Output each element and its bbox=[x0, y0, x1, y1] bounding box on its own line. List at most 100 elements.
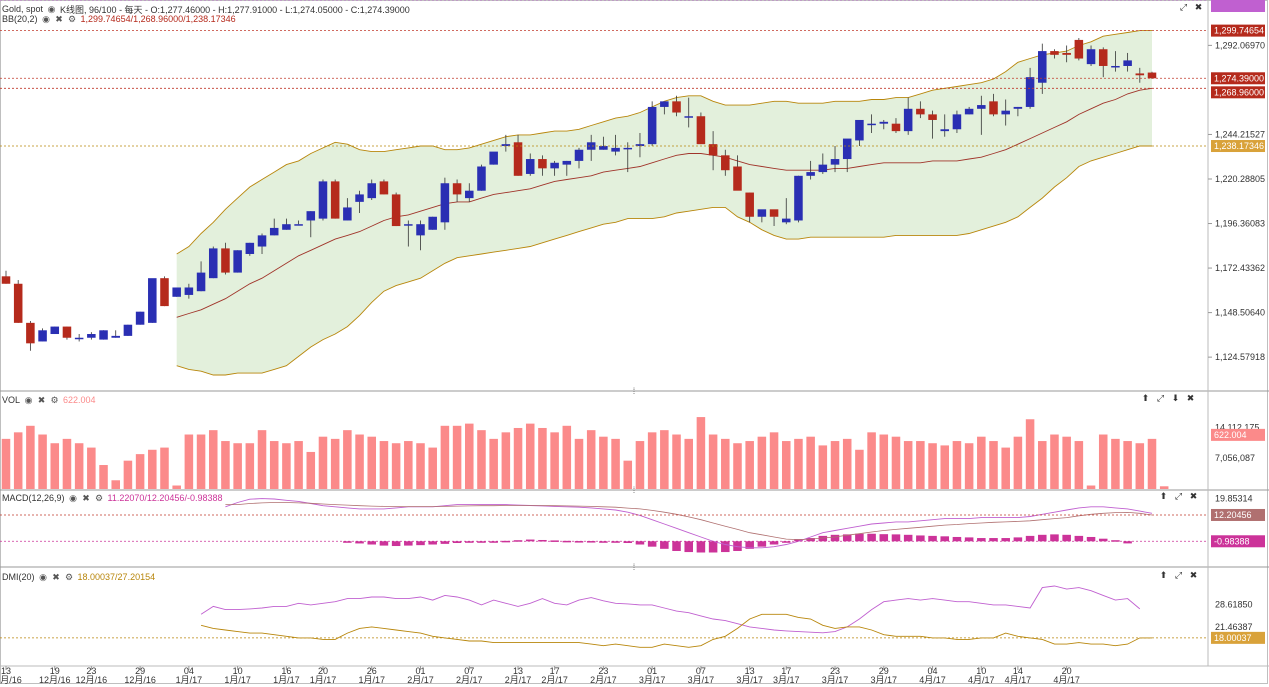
close-icon[interactable]: ✖ bbox=[52, 571, 60, 582]
candle-body bbox=[562, 160, 572, 165]
macd-histogram-bar bbox=[1050, 534, 1059, 542]
candle-body bbox=[343, 207, 352, 221]
down-arrow-icon[interactable]: ⬇ bbox=[1171, 393, 1180, 403]
volume-bar bbox=[50, 443, 60, 489]
bb-upper-value-label: 1,299.74654 bbox=[1214, 26, 1264, 36]
volume-bar bbox=[672, 434, 681, 489]
up-arrow-icon[interactable]: ⬆ bbox=[1159, 491, 1168, 501]
eye-icon[interactable]: ◉ bbox=[42, 13, 50, 24]
macd-histogram-bar bbox=[916, 535, 925, 542]
time-tick-month: 2月/17 bbox=[541, 675, 568, 685]
macd-signal-line bbox=[225, 502, 1153, 541]
expand-icon[interactable]: ⤢ bbox=[1174, 491, 1183, 501]
macd-histogram-bar bbox=[525, 539, 535, 542]
candle-body bbox=[611, 147, 620, 152]
up-arrow-icon[interactable]: ⬆ bbox=[1141, 393, 1150, 403]
volume-bar bbox=[952, 441, 962, 489]
dmi-minus-value-label-bg bbox=[1211, 631, 1265, 644]
volume-bar bbox=[99, 465, 108, 489]
volume-bar bbox=[550, 432, 559, 489]
candle-body bbox=[294, 224, 303, 226]
volume-bar bbox=[940, 445, 950, 489]
volume-bar bbox=[721, 438, 730, 489]
eye-icon[interactable]: ◉ bbox=[24, 394, 33, 405]
gear-icon[interactable]: ⚙ bbox=[67, 13, 77, 24]
macd-histogram-bar bbox=[477, 541, 486, 543]
gear-icon[interactable]: ⚙ bbox=[50, 394, 59, 405]
close-icon[interactable]: ✖ bbox=[1189, 491, 1198, 501]
macd-name: MACD(12,26,9) bbox=[2, 493, 65, 503]
time-tick-day: 16 bbox=[281, 666, 291, 676]
macd-histogram-bar bbox=[818, 535, 828, 542]
candle-body bbox=[257, 235, 267, 247]
candle-body bbox=[550, 162, 559, 169]
time-tick-month: 12月/16 bbox=[39, 675, 71, 685]
time-tick-month: 2月/17 bbox=[505, 675, 532, 685]
volume-bar bbox=[830, 441, 840, 489]
volume-bar bbox=[903, 441, 913, 489]
volume-bar bbox=[257, 430, 267, 489]
close-icon[interactable]: ✖ bbox=[1189, 570, 1198, 580]
candle-body bbox=[379, 181, 389, 195]
candle-body bbox=[1038, 51, 1047, 83]
volume-bar bbox=[1111, 438, 1120, 489]
macd-histogram-bar bbox=[672, 541, 681, 551]
macd-histogram-bar bbox=[940, 536, 950, 542]
candle-body bbox=[1111, 65, 1120, 68]
candle-body bbox=[708, 144, 718, 156]
time-tick-month: 3月/17 bbox=[688, 675, 715, 685]
candle-body bbox=[599, 146, 608, 150]
close-icon[interactable]: ✖ bbox=[1194, 2, 1203, 12]
gear-icon[interactable]: ⚙ bbox=[64, 571, 74, 582]
macd-tick-label: 19.85314 bbox=[1215, 493, 1253, 503]
eye-icon[interactable]: ◉ bbox=[39, 571, 47, 582]
dmi-panel-header: DMI(20) ◉ ✖ ⚙ 18.00037/27.20154 bbox=[2, 571, 155, 583]
time-tick-month: 3月/17 bbox=[871, 675, 898, 685]
expand-icon[interactable]: ⤢ bbox=[1179, 2, 1188, 12]
up-arrow-icon[interactable]: ⬆ bbox=[1159, 570, 1168, 580]
candle-body bbox=[867, 123, 876, 126]
macd-histogram-bar bbox=[379, 541, 389, 546]
bb-header: BB(20,2) ◉ ✖ ⚙ 1,299.74654/1,268.96000/1… bbox=[2, 13, 236, 25]
macd-histogram-bar bbox=[891, 534, 901, 542]
time-tick-day: 14 bbox=[1013, 666, 1023, 676]
close-icon[interactable]: ✖ bbox=[37, 394, 46, 405]
candle-body bbox=[903, 108, 913, 132]
macd-histogram-bar bbox=[696, 541, 706, 553]
candle-body bbox=[964, 108, 974, 115]
candle-body bbox=[1025, 77, 1035, 107]
time-tick-month: 3月/17 bbox=[639, 675, 666, 685]
expand-icon[interactable]: ⤢ bbox=[1174, 570, 1183, 580]
macd-histogram-bar bbox=[1086, 536, 1096, 542]
time-tick-day: 10 bbox=[976, 666, 986, 676]
close-icon[interactable]: ✖ bbox=[55, 13, 63, 24]
volume-bar bbox=[13, 432, 23, 489]
macd-histogram-bar bbox=[391, 541, 401, 547]
close-icon[interactable]: ✖ bbox=[1186, 393, 1195, 403]
volume-bar bbox=[928, 443, 937, 489]
expand-icon[interactable]: ⤢ bbox=[1156, 393, 1165, 403]
candle-body bbox=[513, 142, 523, 176]
macd-histogram-bar bbox=[1038, 534, 1047, 542]
volume-bar bbox=[708, 434, 718, 489]
time-tick-month: 3月/17 bbox=[822, 675, 849, 685]
candle-body bbox=[660, 101, 669, 107]
time-tick-day: 13 bbox=[1, 666, 11, 676]
gear-icon[interactable]: ⚙ bbox=[94, 492, 104, 503]
time-tick-day: 26 bbox=[367, 666, 377, 676]
eye-icon[interactable]: ◉ bbox=[69, 492, 77, 503]
candle-body bbox=[135, 311, 145, 325]
time-tick-month: 3月/17 bbox=[736, 675, 763, 685]
macd-histogram-bar bbox=[1111, 540, 1120, 542]
eye-icon[interactable]: ◉ bbox=[47, 3, 56, 14]
bb-middle-line bbox=[176, 87, 1153, 318]
candle-body bbox=[416, 224, 425, 236]
macd-histogram-bar bbox=[721, 541, 730, 553]
candle-body bbox=[465, 190, 474, 199]
time-tick-day: 23 bbox=[598, 666, 608, 676]
close-icon[interactable]: ✖ bbox=[82, 492, 90, 503]
macd-histogram-bar bbox=[903, 534, 913, 542]
volume-bar bbox=[1159, 486, 1169, 489]
